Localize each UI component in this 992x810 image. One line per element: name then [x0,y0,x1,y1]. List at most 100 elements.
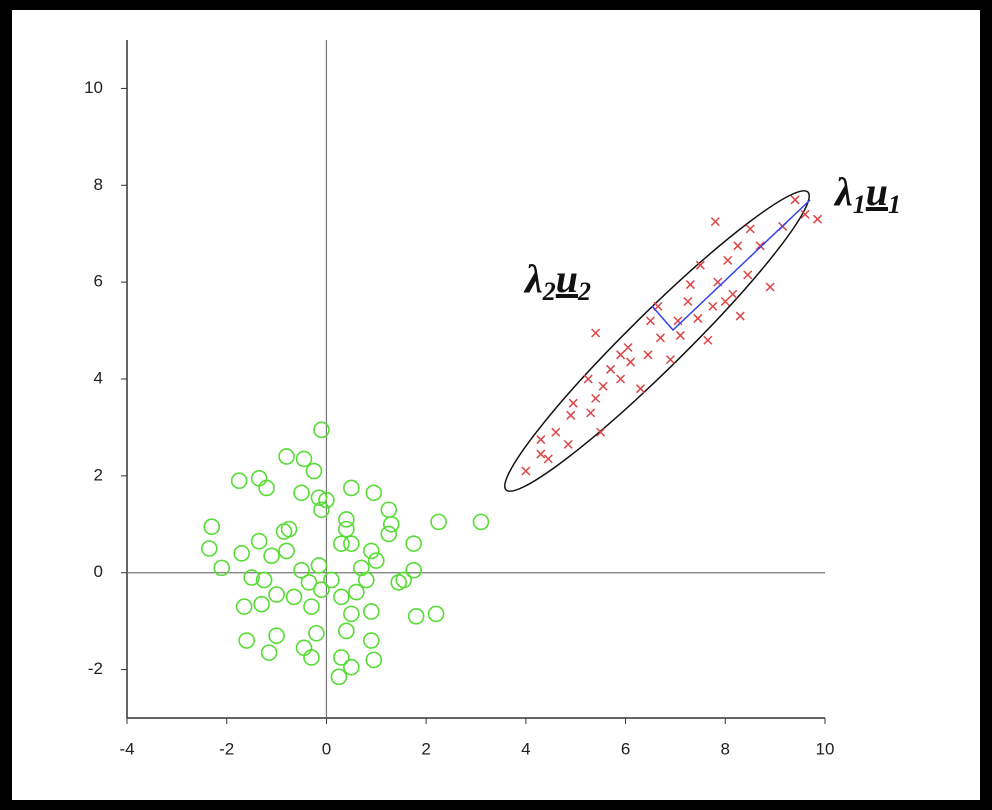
point [591,393,601,403]
point [263,547,280,565]
point [348,583,365,601]
point [586,408,596,418]
point [213,559,231,577]
point [405,561,422,579]
point [238,632,255,649]
point [338,622,355,640]
point [362,632,380,649]
point [723,255,733,265]
point [358,571,375,589]
point [268,586,285,603]
y-tick-label: 2 [94,465,103,484]
point [665,355,675,365]
annotation-symbol: λ [833,169,853,214]
point [645,316,656,326]
point [685,280,695,290]
point [733,241,743,251]
point [365,484,383,502]
point [343,658,360,676]
point [260,644,278,661]
point [430,513,447,531]
x-tick-label: 4 [521,739,530,758]
annotation-subscript: 1 [853,190,866,219]
point [566,410,576,420]
point [606,364,616,374]
y-tick-label: 4 [94,368,103,387]
point [333,588,350,606]
point [695,260,705,270]
point [300,574,318,591]
eigenvectors [651,199,811,332]
point [310,489,328,506]
annotation-subscript: 2 [577,277,591,306]
x-tick-label: 10 [816,739,835,758]
point [708,301,718,311]
y-tick-label: 6 [94,272,103,291]
annotation-subscript: 1 [888,190,901,219]
x-tick-label: -2 [219,739,234,758]
point [268,627,285,644]
point [310,557,328,574]
point [323,571,340,589]
point [710,217,720,227]
point [318,491,335,509]
point [230,472,248,490]
point [278,448,295,465]
point [250,532,268,550]
point [303,598,320,615]
point [243,569,260,586]
point [330,668,348,686]
y-tick-label: 10 [84,78,103,97]
point [313,421,330,439]
annotation-vector: u [866,169,888,214]
point [293,561,310,579]
point [343,479,360,497]
point [338,520,355,538]
point [293,484,310,502]
point [568,398,578,408]
annotation-vector: u [556,256,578,301]
point [743,270,753,280]
annotation: λ1u1 [833,169,901,219]
point [313,581,330,598]
point [683,296,693,307]
point [623,342,633,353]
point [812,214,823,224]
point [253,595,270,613]
point [305,462,323,480]
point [278,542,295,560]
point [563,439,573,449]
point [313,501,330,519]
point [616,374,626,384]
point [295,450,313,468]
point [255,571,273,589]
point [235,598,253,615]
point [643,350,653,360]
point [365,651,383,669]
point [343,535,360,552]
point [675,330,685,340]
point [333,649,350,666]
x-tick-label: 0 [322,739,331,758]
point [596,427,606,437]
point [703,335,713,345]
y-tick-label: 0 [94,562,103,581]
point [285,588,303,606]
point [405,535,422,552]
y-tick-label: -2 [88,659,103,678]
point [308,624,325,642]
point [362,542,380,560]
point [745,224,755,234]
point [427,605,445,623]
point [333,535,350,552]
x-tick-label: 8 [721,739,730,758]
point [583,374,593,384]
x-tick-label: -4 [119,739,134,758]
point [362,603,380,620]
point [380,525,398,543]
point [472,513,490,531]
point [536,435,546,445]
plot-background [12,10,980,800]
point [598,381,608,391]
